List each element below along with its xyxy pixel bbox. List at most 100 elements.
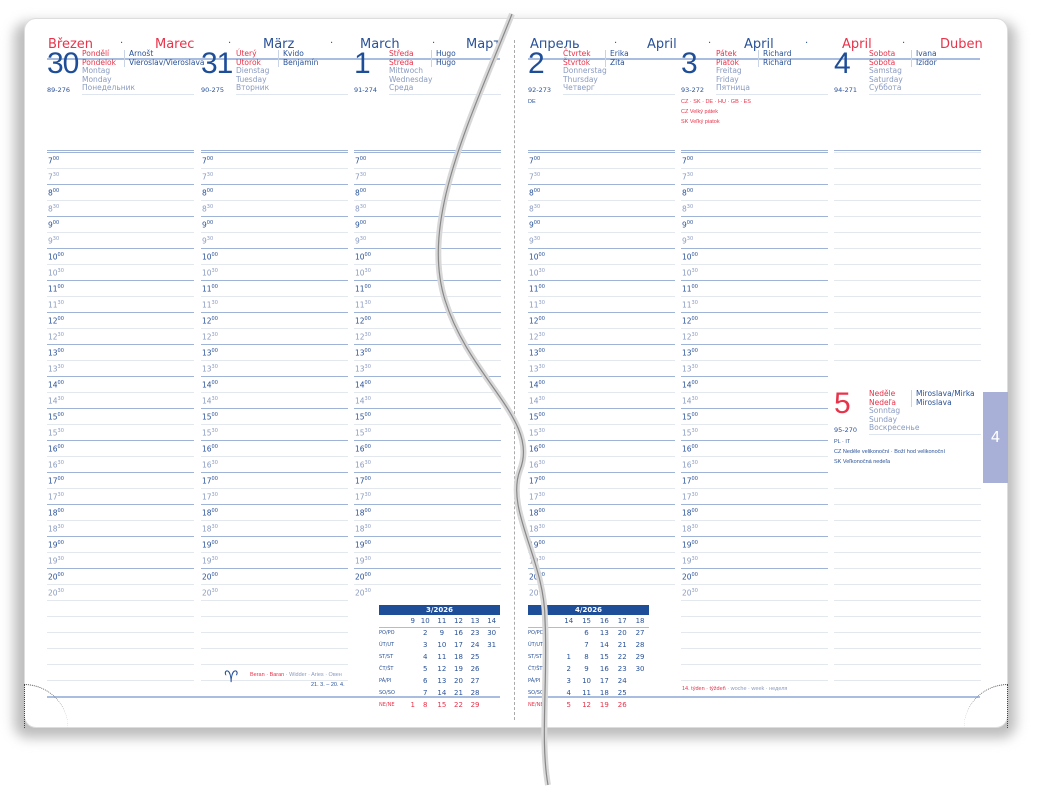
time-slot[interactable]: 1300 [354,344,501,360]
note-line[interactable] [201,648,348,664]
calendar-date[interactable]: 24 [470,641,480,649]
time-slot[interactable]: 900 [47,216,194,232]
time-slot[interactable]: 1930 [528,552,675,568]
note-line[interactable] [47,664,194,680]
time-slot[interactable]: 1200 [354,312,501,328]
time-slot[interactable]: 1200 [201,312,348,328]
calendar-date[interactable] [409,627,417,639]
time-slot[interactable]: 1130 [201,296,348,312]
calendar-date[interactable] [483,699,500,711]
time-slot[interactable]: 1330 [681,360,828,376]
time-slot[interactable]: 1230 [354,328,501,344]
time-slot[interactable]: 1430 [201,392,348,408]
time-slot[interactable]: 1200 [681,312,828,328]
time-slot[interactable]: 1000 [47,248,194,264]
time-slot[interactable]: 1600 [354,440,501,456]
calendar-date[interactable]: 25 [617,689,627,697]
note-line[interactable] [47,648,194,664]
calendar-date[interactable]: 28 [470,689,480,697]
time-slot[interactable]: 1900 [201,536,348,552]
time-slot[interactable]: 900 [354,216,501,232]
time-slot[interactable]: 1430 [47,392,194,408]
time-slot[interactable]: 2030 [354,584,501,600]
calendar-date[interactable]: 30 [635,665,645,673]
time-slot[interactable]: 730 [201,168,348,184]
time-slot[interactable]: 1700 [201,472,348,488]
time-slot[interactable]: 1130 [528,296,675,312]
time-slot[interactable]: 1630 [47,456,194,472]
time-slot[interactable]: 1030 [354,264,501,280]
time-slot[interactable]: 1130 [681,296,828,312]
time-slot[interactable]: 1930 [47,552,194,568]
note-line[interactable] [834,632,981,648]
calendar-date[interactable]: 20 [453,677,463,685]
calendar-date[interactable] [409,651,417,663]
calendar-date[interactable] [483,687,500,699]
calendar-date[interactable]: 10 [582,677,591,685]
note-line[interactable] [834,344,981,360]
time-slot[interactable]: 930 [681,232,828,248]
time-slot[interactable]: 1930 [681,552,828,568]
time-slot[interactable]: 1330 [354,360,501,376]
note-line[interactable] [834,184,981,200]
note-line[interactable] [47,600,194,616]
calendar-date[interactable]: 1 [566,653,571,661]
time-slot[interactable]: 1700 [47,472,194,488]
note-line[interactable] [834,264,981,280]
time-slot[interactable]: 2030 [681,584,828,600]
time-slot[interactable]: 930 [47,232,194,248]
time-slot[interactable]: 1800 [201,504,348,520]
time-slot[interactable]: 1330 [528,360,675,376]
time-slot[interactable]: 700 [354,152,501,168]
note-line[interactable] [834,360,981,376]
time-slot[interactable]: 700 [681,152,828,168]
time-slot[interactable]: 1330 [201,360,348,376]
calendar-date[interactable]: 21 [453,689,463,697]
time-slot[interactable]: 1230 [681,328,828,344]
note-line[interactable] [834,680,981,696]
calendar-date[interactable]: 11 [582,689,591,697]
note-line[interactable] [681,664,828,680]
calendar-date[interactable]: 24 [617,677,627,685]
calendar-date[interactable]: 8 [422,701,428,709]
calendar-date[interactable]: 27 [470,677,480,685]
note-line[interactable] [47,680,194,696]
time-slot[interactable]: 1800 [354,504,501,520]
time-slot[interactable]: 1400 [528,376,675,392]
calendar-date[interactable]: 13 [599,629,609,638]
time-slot[interactable]: 1830 [201,520,348,536]
calendar-date[interactable]: 9 [584,665,589,673]
calendar-date[interactable]: 22 [617,653,627,661]
time-slot[interactable]: 830 [354,200,501,216]
note-line[interactable] [201,632,348,648]
calendar-date[interactable] [483,651,500,663]
note-line[interactable] [834,152,981,168]
calendar-date[interactable] [409,675,417,687]
time-slot[interactable]: 830 [528,200,675,216]
time-slot[interactable]: 1030 [528,264,675,280]
calendar-date[interactable]: 29 [470,701,480,709]
note-line[interactable] [201,664,348,680]
time-slot[interactable]: 1400 [681,376,828,392]
time-slot[interactable]: 1630 [354,456,501,472]
time-slot[interactable]: 1530 [47,424,194,440]
note-line[interactable] [834,216,981,232]
calendar-date[interactable]: 1 [410,701,415,709]
time-slot[interactable]: 1000 [681,248,828,264]
time-slot[interactable]: 2000 [201,568,348,584]
calendar-date[interactable]: 11 [437,653,447,661]
time-slot[interactable]: 800 [528,184,675,200]
time-slot[interactable]: 1900 [354,536,501,552]
note-line[interactable] [681,648,828,664]
time-slot[interactable]: 800 [681,184,828,200]
calendar-date[interactable]: 14 [599,641,609,649]
note-line[interactable] [834,312,981,328]
note-line[interactable] [47,616,194,632]
note-line[interactable] [834,232,981,248]
note-line[interactable] [834,520,981,536]
calendar-date[interactable]: 12 [437,665,447,673]
time-slot[interactable]: 1900 [47,536,194,552]
calendar-date[interactable] [560,639,578,651]
time-slot[interactable]: 1600 [681,440,828,456]
time-slot[interactable]: 1730 [528,488,675,504]
